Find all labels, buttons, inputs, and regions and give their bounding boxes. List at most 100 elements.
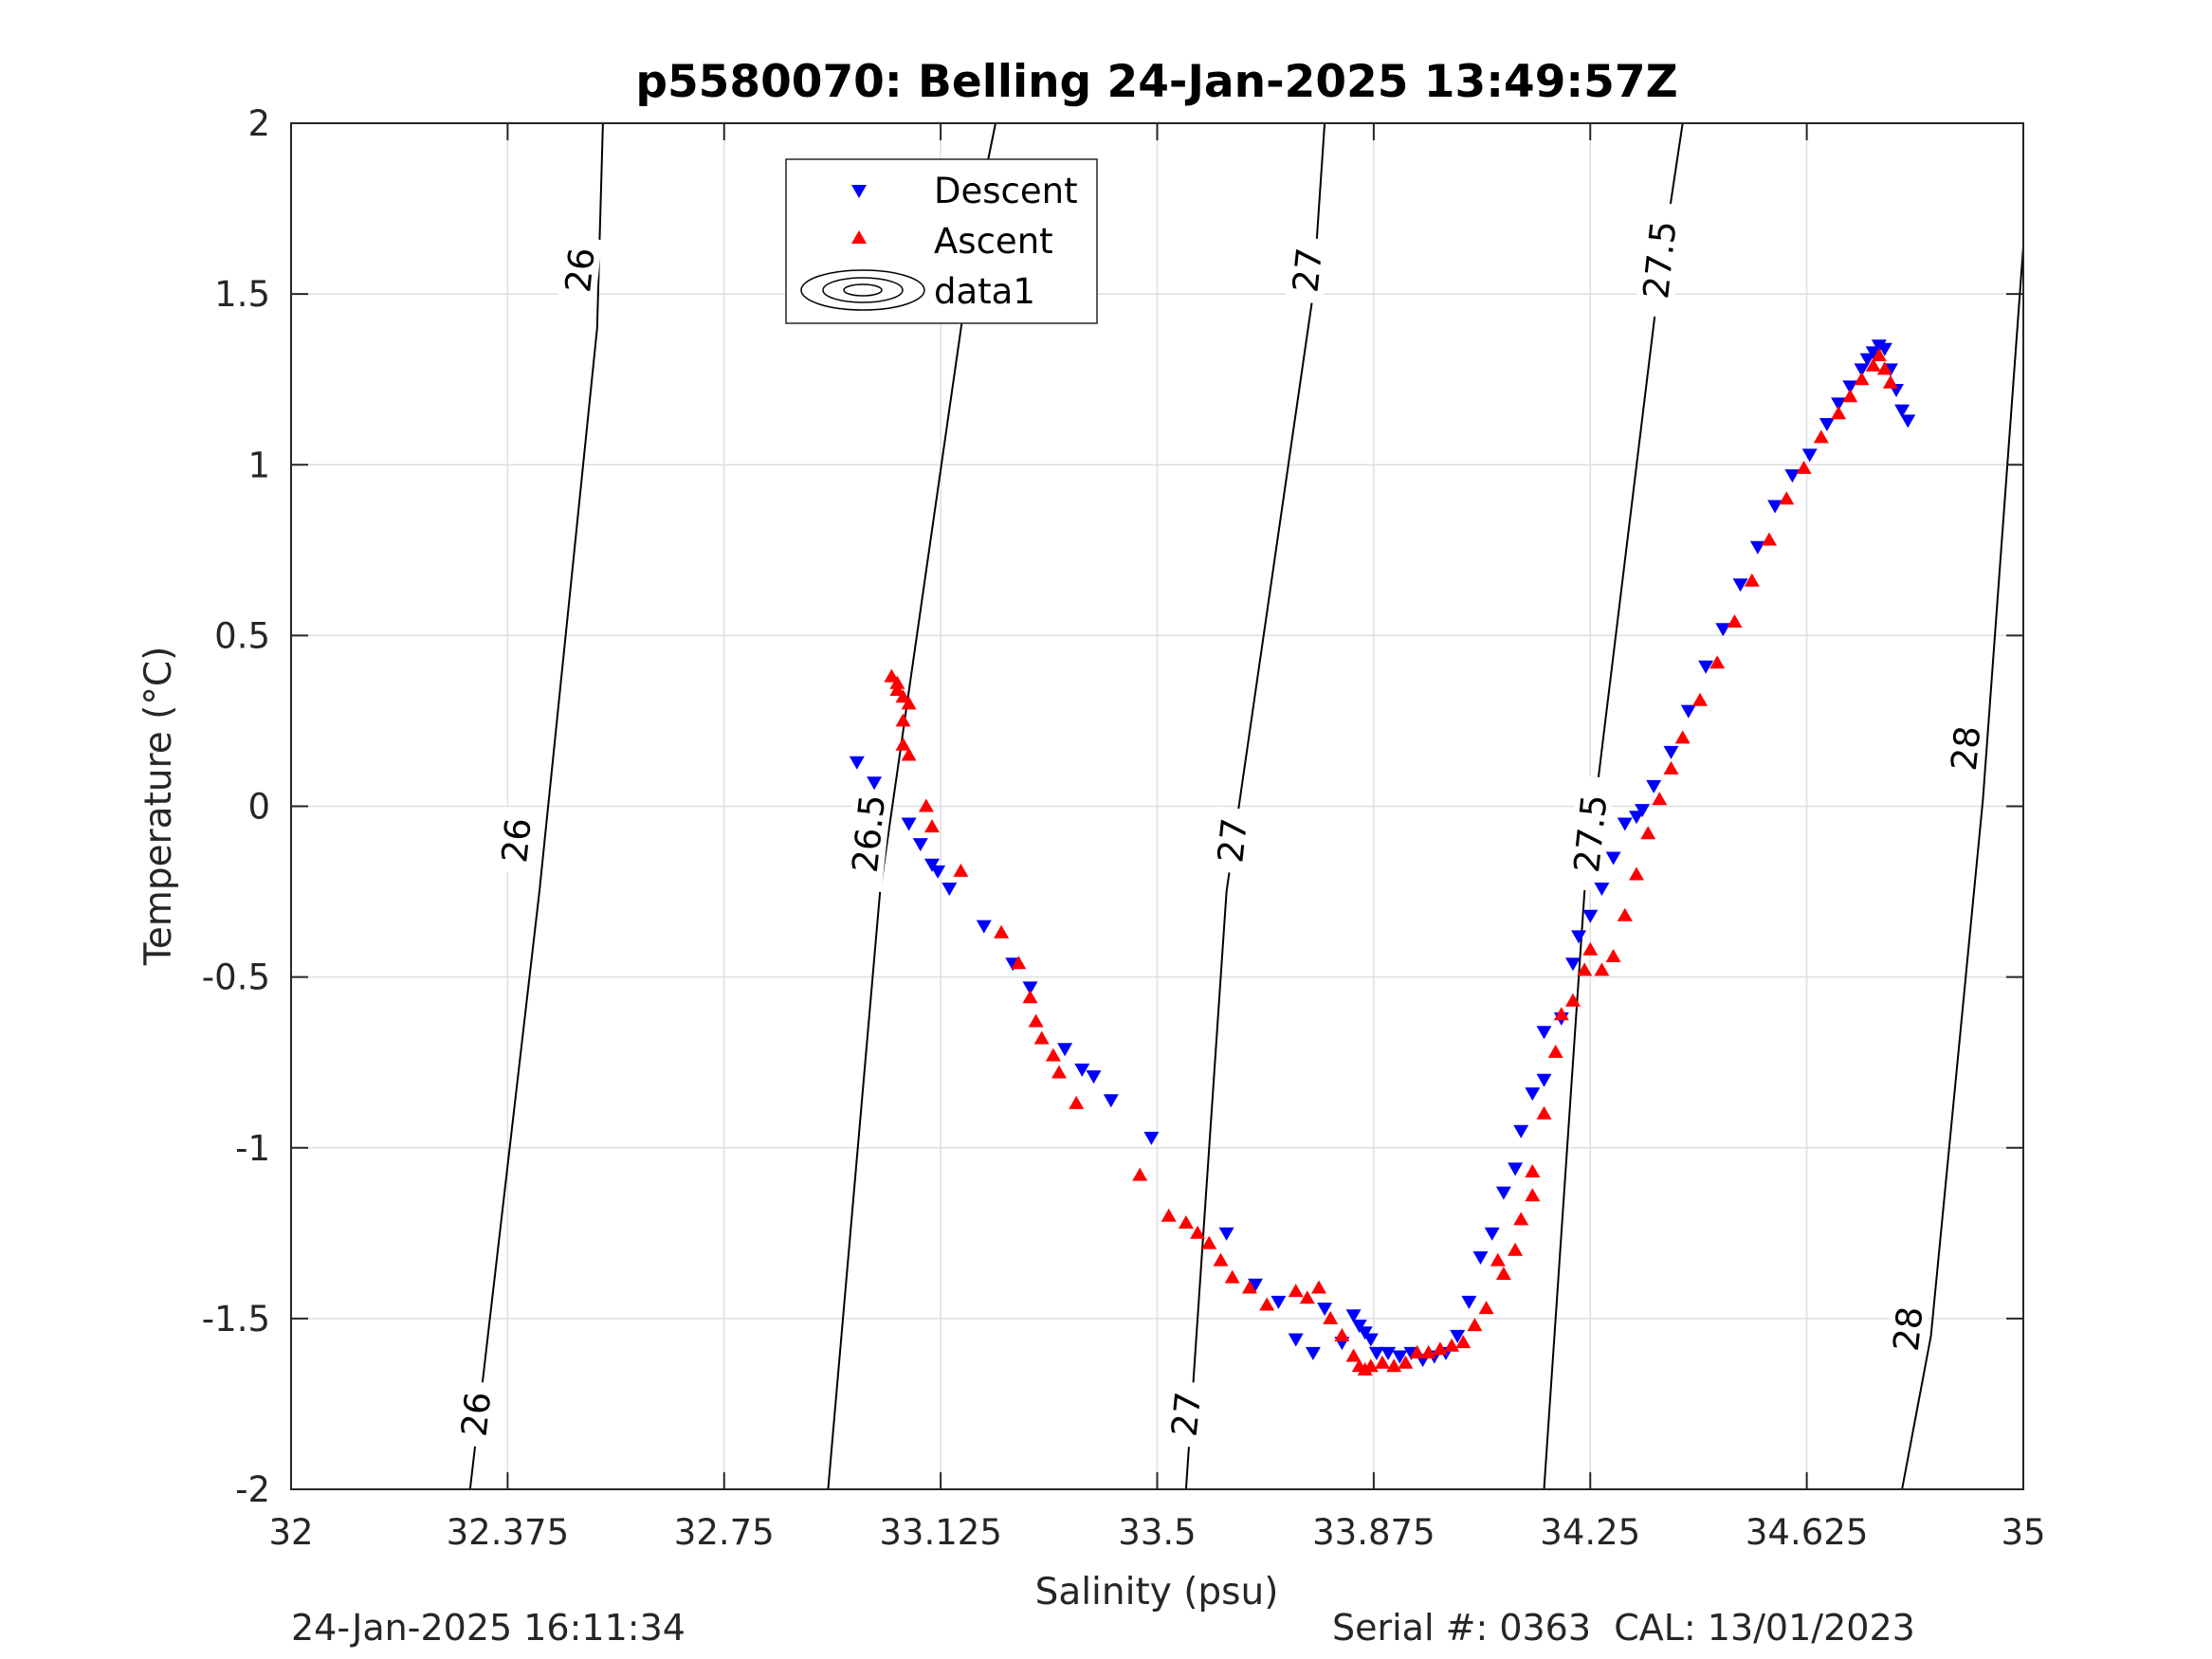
x-tick-label: 34.25 [1540, 1512, 1640, 1553]
descent-point [1103, 1094, 1119, 1108]
descent-point [1565, 957, 1581, 972]
descent-point [849, 756, 865, 770]
descent-point [1784, 469, 1801, 483]
ascent-point [1028, 1013, 1044, 1028]
descent-point [1605, 851, 1621, 866]
ascent-point [1582, 941, 1599, 956]
legend-descent-label: Descent [934, 171, 1078, 211]
contour-label-text: 28 [1944, 724, 1989, 773]
contour-label: 27.5 [1635, 201, 1685, 319]
contour-label: 26 [494, 806, 539, 875]
descent-point [1317, 1303, 1333, 1317]
contour-label: 27 [1210, 806, 1255, 875]
ascent-point [1299, 1290, 1315, 1304]
contour-label-text: 26 [454, 1390, 500, 1438]
ascent-point [1536, 1105, 1552, 1120]
ascent-point [1594, 962, 1610, 976]
footer-timestamp: 24-Jan-2025 16:11:34 [291, 1607, 686, 1649]
ascent-point [895, 713, 911, 727]
legend-data1-label: data1 [934, 271, 1035, 312]
contour-line-27-5 [1543, 122, 1684, 1490]
ascent-point [1865, 357, 1881, 372]
descent-point [1594, 883, 1610, 896]
ascent-point [1345, 1348, 1362, 1362]
y-tick-label: 1.5 [214, 274, 270, 315]
descent-point [1345, 1309, 1362, 1323]
ascent-point [1547, 1044, 1563, 1058]
descent-point [1357, 1326, 1373, 1340]
axis-ticks: 32 32.375 32.75 33.125 33.5 33.875 34.25 34.625… [202, 103, 2046, 1553]
ascent-point [1674, 730, 1691, 744]
descent-point [1582, 909, 1599, 923]
descent-point [912, 838, 928, 852]
descent-point [1663, 745, 1679, 759]
ascent-point [1069, 1095, 1085, 1109]
y-axis-label: Temperature (°C) [137, 647, 180, 967]
ascent-point [884, 668, 900, 683]
descent-point [1536, 1026, 1552, 1040]
legend-descent-marker [851, 185, 867, 198]
ascent-point [1190, 1225, 1206, 1239]
contour-label-text: 27.5 [1566, 793, 1615, 874]
ascent-point [1762, 532, 1777, 546]
x-tick-label: 32 [268, 1512, 313, 1553]
contour-label-bg [1285, 235, 1330, 304]
ascent-point [1525, 1164, 1541, 1177]
descent-point [1831, 397, 1847, 411]
contour-label-bg [494, 806, 539, 875]
contour-label: 26.5 [843, 775, 893, 893]
descent-point [941, 883, 958, 896]
y-tick-label: 1 [247, 445, 270, 485]
ascent-point [1444, 1338, 1460, 1352]
contour-label-bg [1943, 714, 1988, 783]
ascent-point [1871, 348, 1887, 361]
ascent-point [1398, 1355, 1414, 1369]
ascent-point [889, 675, 905, 689]
ascent-point [1051, 1065, 1067, 1079]
ascent-point [1525, 1188, 1541, 1202]
ascent-point [1467, 1318, 1483, 1332]
contour-label-bg [558, 235, 602, 304]
descent-point [1617, 817, 1633, 831]
ascent-point [1386, 1358, 1402, 1373]
descent-point [1646, 779, 1662, 793]
contour-label: 27 [1285, 235, 1330, 304]
ascent-point [924, 819, 940, 833]
descent-point [1876, 342, 1892, 356]
ascent-point [953, 863, 969, 877]
ascent-point [1224, 1269, 1240, 1284]
descent-point [1074, 1063, 1090, 1077]
legend-box [785, 158, 1098, 324]
ascent-point [1605, 949, 1621, 962]
descent-point [1022, 981, 1038, 995]
descent-point [1801, 448, 1818, 463]
legend: Descent Ascent data1 [785, 158, 1098, 324]
ascent-point [1709, 655, 1726, 669]
ascent-point [1409, 1344, 1425, 1358]
descent-point [1894, 404, 1910, 418]
descent-point [1865, 346, 1881, 360]
ascent-point [1629, 866, 1644, 881]
ascent-point [1045, 1048, 1061, 1062]
ascent-point [1882, 374, 1898, 389]
descent-point [1767, 500, 1783, 514]
ascent-point [1490, 1252, 1506, 1267]
descent-point [1680, 704, 1696, 719]
ascent-point [1201, 1235, 1217, 1249]
ascent-point [1577, 962, 1593, 976]
descent-point [1362, 1333, 1379, 1347]
contour-label-bg [1163, 1379, 1209, 1449]
contour-label-bg [1635, 201, 1685, 319]
descent-point [1732, 578, 1748, 592]
contour-line-26 [468, 122, 604, 1490]
descent-point [1218, 1227, 1234, 1241]
descent-point [1819, 418, 1835, 431]
y-tick-label: -2 [235, 1469, 270, 1510]
y-tick-label: 0.5 [214, 615, 270, 656]
descent-point [1248, 1278, 1263, 1292]
ascent-point [1334, 1327, 1350, 1341]
contour-label-text: 28 [1886, 1304, 1931, 1353]
descent-point [1271, 1295, 1287, 1309]
contour-label-text: 27.5 [1636, 219, 1684, 301]
ascent-point [1432, 1341, 1448, 1356]
